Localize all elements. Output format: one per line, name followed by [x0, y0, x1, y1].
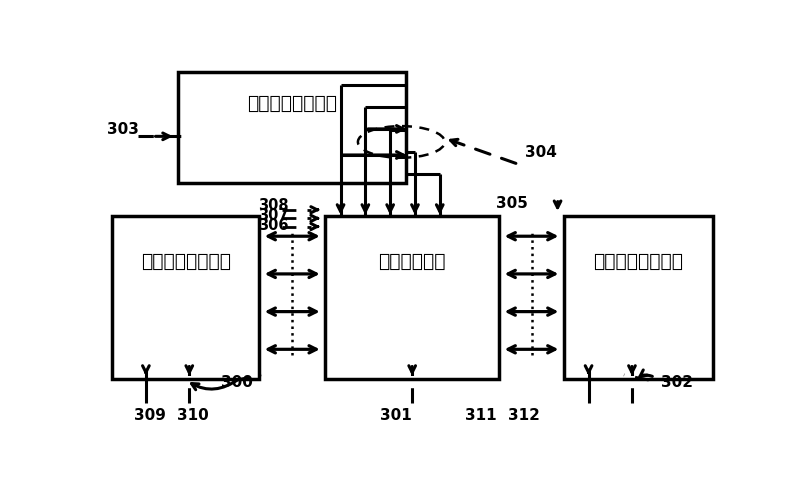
Text: 303: 303	[107, 122, 139, 137]
Text: 300: 300	[221, 375, 253, 390]
Text: 301: 301	[380, 408, 412, 424]
Text: 311: 311	[465, 408, 496, 424]
Text: 蝶形计算部件: 蝶形计算部件	[378, 252, 446, 271]
Text: 多粒度并行存储器: 多粒度并行存储器	[593, 252, 683, 271]
Text: 305: 305	[495, 196, 527, 211]
Text: 多粒度并行存储器: 多粒度并行存储器	[141, 252, 230, 271]
Text: 308: 308	[258, 198, 289, 213]
Text: 310: 310	[178, 408, 210, 424]
Text: 312: 312	[508, 408, 540, 424]
Text: 306: 306	[258, 218, 289, 233]
Text: 307: 307	[258, 208, 289, 223]
Text: 多粒度并行存储器: 多粒度并行存储器	[247, 93, 337, 112]
Bar	[112, 216, 259, 378]
Bar	[325, 216, 499, 378]
Bar	[178, 72, 406, 183]
Text: 304: 304	[525, 145, 557, 160]
Bar	[564, 216, 713, 378]
Text: 309: 309	[134, 408, 166, 424]
Text: 302: 302	[661, 375, 693, 390]
